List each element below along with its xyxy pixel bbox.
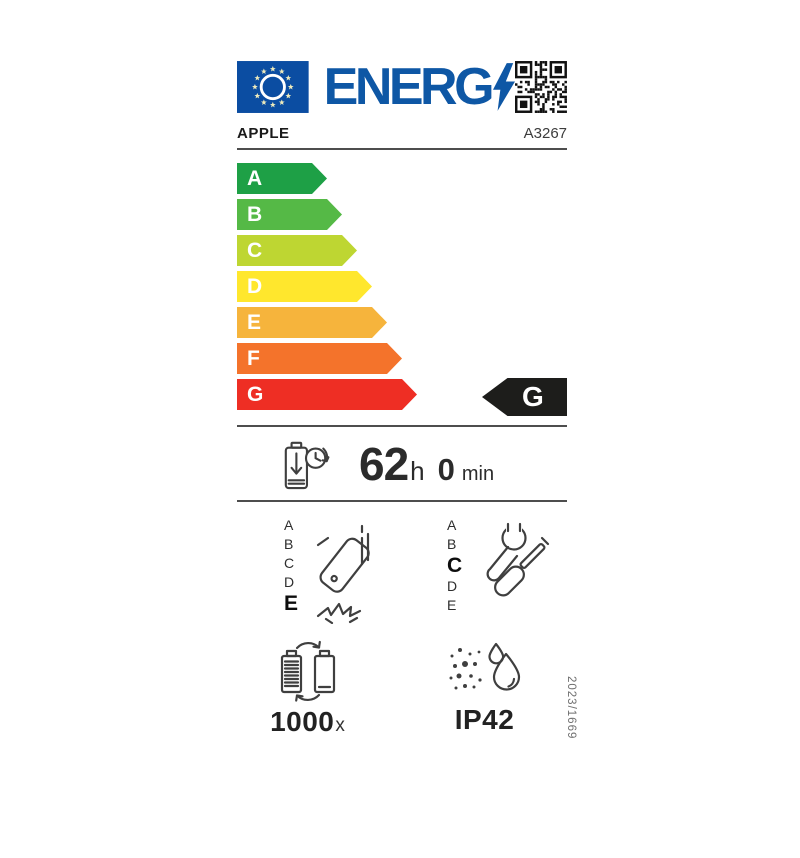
brand-name: APPLE [237, 125, 290, 142]
dust-water-ingress-icon [449, 642, 520, 691]
grade-bar-d: D [237, 271, 372, 302]
durability-section: 1000 x IP42 [237, 640, 567, 738]
battery-hours: 62 [359, 437, 409, 490]
grade-bar-c: C [237, 235, 357, 266]
scale-letter-b: B [447, 536, 457, 552]
grade-letter: G [247, 382, 264, 406]
battery-discharge-clock-icon [284, 441, 330, 489]
grade-bar-e: E [237, 307, 387, 338]
model-number: A3267 [523, 125, 567, 142]
lightning-bolt-icon [493, 63, 516, 111]
energy-logo: ENERG [323, 58, 516, 116]
scale-letter-e: E [447, 597, 457, 613]
scale-letter-d: D [447, 578, 458, 594]
grade-letter: F [247, 346, 260, 370]
battery-cycles-unit: x [335, 715, 345, 736]
qr-code-icon [515, 61, 567, 113]
grade-letter: B [247, 202, 263, 226]
grade-letter: D [247, 274, 263, 298]
battery-minutes-unit: min [461, 462, 495, 485]
ip-rating-value: IP42 [454, 704, 515, 735]
scale-letter-e-selected: E [284, 592, 299, 615]
grade-bar-f: F [237, 343, 402, 374]
regulation-number: 2023/1669 [565, 676, 577, 740]
rating-letter: G [522, 381, 544, 412]
grade-bar-g: G [237, 379, 417, 410]
grade-letter: E [247, 310, 262, 334]
scale-letter-d: D [284, 574, 295, 590]
repair-tools-icon [486, 520, 550, 597]
battery-minutes: 0 [437, 451, 455, 487]
grade-letter: A [247, 166, 263, 190]
battery-cycles-caption: 1000 x [270, 706, 345, 738]
grade-bar-a: A [237, 163, 327, 194]
battery-cycles-value: 1000 [270, 706, 335, 737]
energy-logo-text: ENERG [323, 58, 495, 116]
divider [237, 500, 567, 502]
eu-flag-icon [237, 61, 309, 113]
battery-cycles: 1000 x [225, 640, 390, 738]
grade-letter: C [247, 238, 263, 262]
grade-bar-b: B [237, 199, 342, 230]
scale-letter-c: C [284, 555, 295, 571]
divider [237, 425, 567, 427]
phone-drop-icon [316, 524, 370, 624]
battery-life-section: 62 h 0 min [237, 427, 567, 500]
brand-row: APPLE A3267 [237, 125, 567, 150]
battery-cycle-icon [280, 640, 335, 702]
battery-hours-unit: h [410, 455, 425, 486]
scale-letter-a: A [447, 517, 457, 533]
ingress-protection: IP42 [402, 640, 567, 738]
scale-letter-c-selected: C [447, 554, 463, 577]
battery-life-value: 62 h 0 min [359, 437, 494, 491]
label-header: ENERG [237, 58, 567, 116]
scale-letter-b: B [284, 536, 294, 552]
scale-letter-a: A [284, 517, 294, 533]
ip-rating-caption: IP42 [455, 704, 515, 736]
